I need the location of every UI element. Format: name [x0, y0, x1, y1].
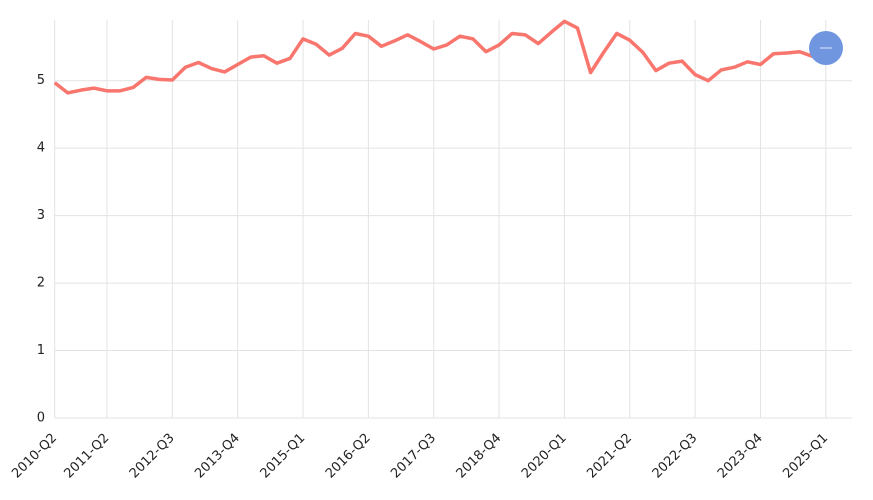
x-tick-label: 2020-Q1 — [519, 431, 570, 482]
x-tick-label: 2025-Q1 — [780, 431, 831, 482]
x-tick-label: 2013-Q4 — [192, 431, 243, 482]
x-tick-label: 2017-Q3 — [388, 431, 439, 482]
x-tick-label: 2016-Q2 — [323, 431, 374, 482]
x-tick-label: 2021-Q2 — [584, 431, 635, 482]
y-tick-label: 0 — [37, 411, 45, 426]
data-line — [53, 19, 840, 95]
y-tick-label: 1 — [37, 343, 45, 358]
x-tick-label: 2023-Q4 — [715, 431, 766, 482]
y-tick-label: 5 — [37, 73, 45, 88]
x-tick-label: 2012-Q3 — [127, 431, 178, 482]
toggle-button[interactable] — [809, 31, 843, 65]
y-tick-label: 4 — [37, 141, 45, 156]
x-tick-label: 2015-Q1 — [258, 431, 309, 482]
y-tick-label: 2 — [37, 276, 45, 291]
x-tick-label: 2010-Q2 — [9, 431, 60, 482]
x-tick-label: 2022-Q3 — [650, 431, 701, 482]
y-tick-label: 3 — [37, 208, 45, 223]
x-tick-label: 2011-Q2 — [62, 431, 113, 482]
x-tick-label: 2018-Q4 — [454, 431, 505, 482]
